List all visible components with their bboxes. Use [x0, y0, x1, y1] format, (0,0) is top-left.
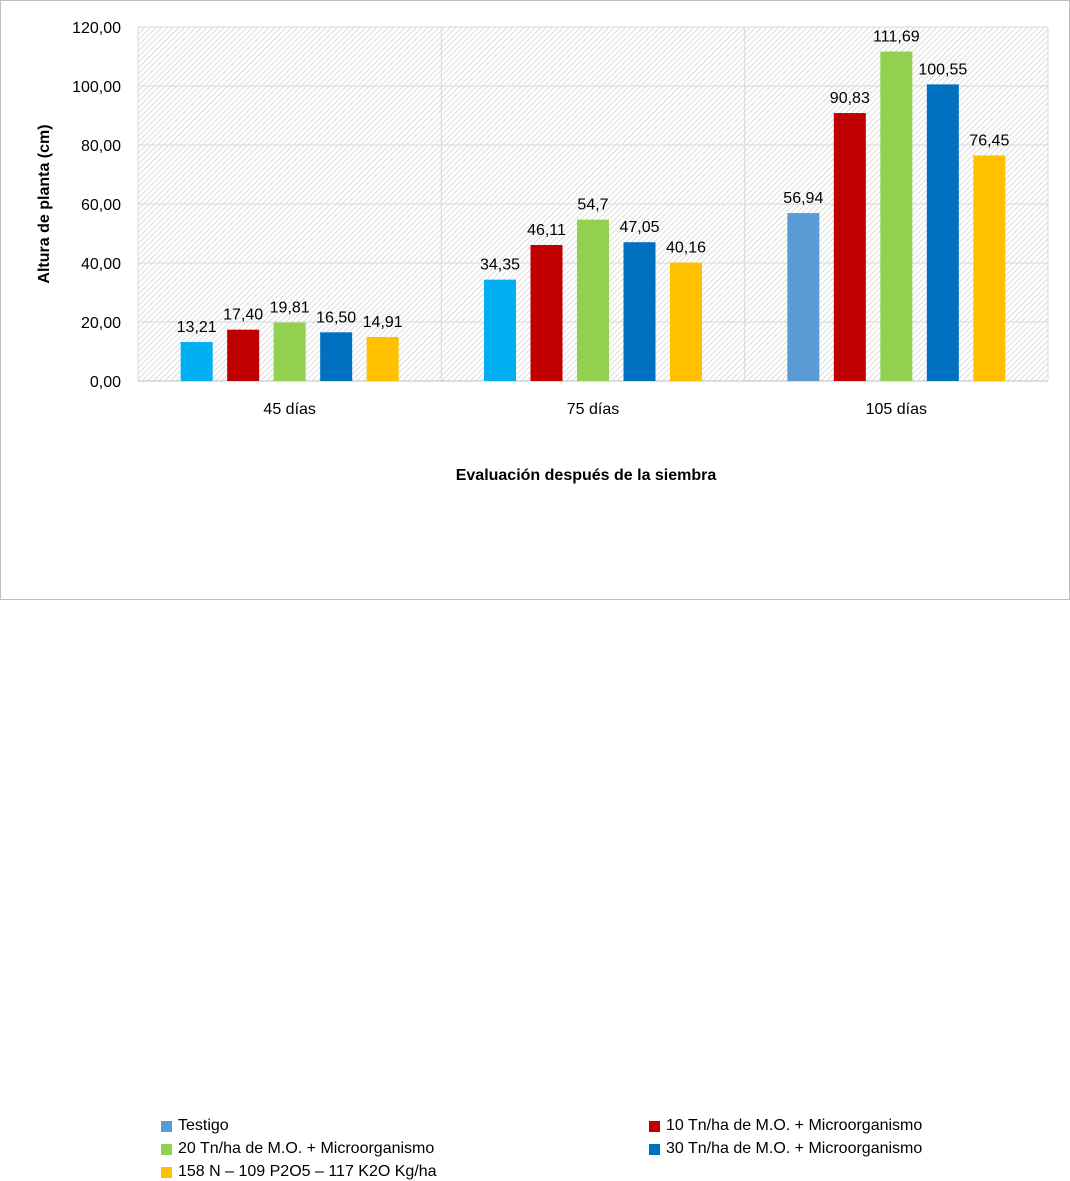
y-tick-label: 100,00	[72, 79, 121, 96]
legend-item: 10 Tn/ha de M.O. + Microorganismo	[649, 1117, 922, 1135]
bar	[273, 322, 306, 381]
bar	[623, 242, 656, 381]
legend-swatch	[649, 1120, 660, 1132]
x-axis-title: Evaluación después de la siembra	[456, 467, 717, 484]
data-label: 90,83	[830, 90, 870, 107]
legend-item: Testigo	[161, 1117, 229, 1135]
data-label: 40,16	[666, 240, 706, 257]
data-label: 34,35	[480, 257, 520, 274]
legend-swatch	[649, 1143, 660, 1155]
bar-chart: 13,21 17,40 19,81 16,50 14,91 34,35 46,11 54,7 4…	[36, 20, 1049, 484]
legend-label: 20 Tn/ha de M.O. + Microorganismo	[178, 1140, 435, 1157]
data-label: 17,40	[223, 307, 263, 324]
legend-swatch	[161, 1143, 172, 1155]
data-label: 100,55	[918, 61, 967, 78]
data-label: 47,05	[619, 219, 659, 236]
bar	[787, 213, 820, 381]
y-tick-label: 120,00	[72, 20, 121, 37]
bar	[973, 155, 1006, 381]
bar	[320, 332, 353, 381]
legend-item: 30 Tn/ha de M.O. + Microorganismo	[649, 1140, 922, 1158]
bar	[670, 262, 702, 381]
x-tick-label: 45 días	[263, 401, 315, 418]
bar	[880, 51, 913, 382]
bar	[577, 219, 609, 381]
legend-label: Testigo	[178, 1117, 229, 1134]
y-tick-label: 0,00	[90, 374, 121, 391]
legend-label: 158 N – 109 P2O5 – 117 K2O Kg/ha	[178, 1163, 437, 1180]
bar	[227, 329, 260, 381]
y-axis-ticks: 0,00 20,00 40,00 60,00 80,00 100,00 120,00	[72, 20, 121, 391]
legend-label: 30 Tn/ha de M.O. + Microorganismo	[666, 1140, 923, 1157]
legend-swatch	[161, 1166, 172, 1178]
legend-label: 10 Tn/ha de M.O. + Microorganismo	[666, 1117, 923, 1134]
bar	[180, 342, 213, 381]
y-tick-label: 40,00	[81, 256, 121, 273]
data-label: 19,81	[270, 300, 310, 317]
bars	[180, 51, 1006, 382]
legend-item: 20 Tn/ha de M.O. + Microorganismo	[161, 1140, 434, 1158]
y-tick-label: 20,00	[81, 315, 121, 332]
data-label: 46,11	[527, 222, 566, 239]
y-tick-label: 80,00	[81, 138, 121, 155]
data-label: 76,45	[969, 132, 1009, 149]
x-axis-ticks: 45 días 75 días 105 días	[263, 401, 927, 418]
y-axis-title: Altura de planta (cm)	[36, 124, 53, 283]
y-tick-label: 60,00	[81, 197, 121, 214]
legend-swatch	[161, 1120, 172, 1132]
data-labels: 13,21 17,40 19,81 16,50 14,91 34,35 46,11 54,7 4…	[177, 29, 1010, 337]
bar	[366, 337, 399, 381]
data-label: 14,91	[363, 314, 403, 331]
legend-item: 158 N – 109 P2O5 – 117 K2O Kg/ha	[161, 1163, 437, 1181]
data-label: 111,69	[873, 29, 920, 46]
data-label: 13,21	[177, 319, 217, 336]
data-label: 56,94	[783, 190, 823, 207]
x-tick-label: 105 días	[866, 401, 927, 418]
bar	[484, 279, 516, 381]
data-label: 54,7	[577, 197, 608, 214]
data-label: 16,50	[316, 309, 356, 326]
x-tick-label: 75 días	[567, 401, 619, 418]
bar	[833, 113, 866, 381]
bar	[530, 244, 563, 381]
bar	[926, 84, 959, 381]
